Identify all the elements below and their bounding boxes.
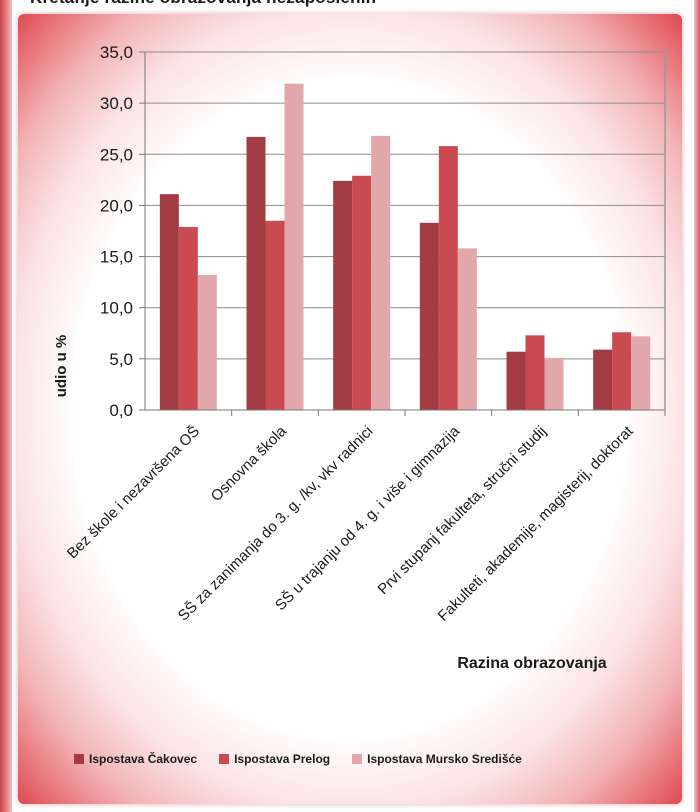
bar-3-5 — [544, 357, 564, 410]
x-tick-label: SŠ u trajanju od 4. g. i više i gimnazij… — [272, 422, 464, 614]
legend-label: Ispostava Mursko Središće — [367, 752, 522, 766]
bar-2-4 — [438, 146, 458, 411]
bar-3-6 — [631, 336, 651, 410]
legend-label: Ispostava Čakovec — [89, 752, 198, 766]
bar-2-6 — [612, 332, 632, 410]
x-tick-label: Fakulteti, akademije, magisterij, doktor… — [435, 422, 637, 624]
y-tick-label: 35,0 — [100, 43, 133, 62]
right-decorative-strip — [694, 0, 700, 812]
x-tick-labels: Bez škole i nezavršena OŠ Osnovna školaSŠ… — [64, 422, 637, 624]
y-tick-label: 25,0 — [100, 145, 133, 164]
bar-3-4 — [457, 248, 477, 410]
bar-1-5 — [506, 351, 526, 410]
legend-item: Ispostava Mursko Središće — [352, 752, 522, 766]
bar-2-1 — [178, 226, 198, 410]
bar-1-4 — [419, 222, 439, 410]
x-tick-label: SŠ za zanimanja do 3. g. /kv, vkv radnic… — [175, 423, 377, 625]
x-tick-label: Prvi stupanj fakulteta, stručni studij — [374, 423, 549, 598]
y-tick-label: 15,0 — [100, 248, 133, 267]
bar-2-2 — [265, 220, 285, 410]
bar-3-1 — [197, 274, 217, 410]
legend-swatch — [352, 754, 363, 764]
legend: Ispostava Čakovec Ispostava Prelog Isposta… — [74, 752, 522, 766]
legend-item: Ispostava Čakovec — [74, 752, 197, 766]
y-tick-label: 10,0 — [100, 299, 133, 318]
grid-lines — [145, 51, 665, 360]
bar-3-3 — [371, 135, 391, 411]
bars — [159, 83, 651, 411]
left-decorative-strip — [0, 0, 12, 812]
y-tick-label: 30,0 — [100, 94, 133, 113]
x-axis-label: Razina obrazovanja — [457, 655, 606, 672]
x-tick-label: Bez škole i nezavršena OŠ — [64, 423, 203, 562]
y-tick-label: 5,0 — [109, 350, 133, 369]
legend-swatch — [219, 754, 230, 764]
bar-1-3 — [333, 180, 353, 410]
bar-2-5 — [525, 335, 545, 410]
y-axis-label: udio u % — [53, 335, 70, 398]
bar-1-6 — [593, 349, 613, 410]
x-tick-label: Osnovna škola — [208, 422, 291, 505]
legend-swatch — [74, 754, 84, 764]
axes — [139, 51, 666, 416]
chart-title-cut: Kretanje razine obrazovanja nezaposlenih — [30, 0, 376, 8]
y-tick-label: 20,0 — [100, 196, 133, 215]
bar-1-1 — [159, 194, 179, 410]
legend-label: Ispostava Prelog — [234, 752, 331, 766]
bar-2-3 — [352, 175, 372, 410]
legend-item: Ispostava Prelog — [219, 752, 330, 766]
bar-1-2 — [246, 136, 266, 410]
bar-3-2 — [284, 83, 304, 411]
y-tick-label: 0,0 — [109, 401, 133, 420]
y-tick-labels: 0,0 5,0 10,0 15,0 20,0 25,0 30,0 35,0 — [100, 43, 133, 420]
